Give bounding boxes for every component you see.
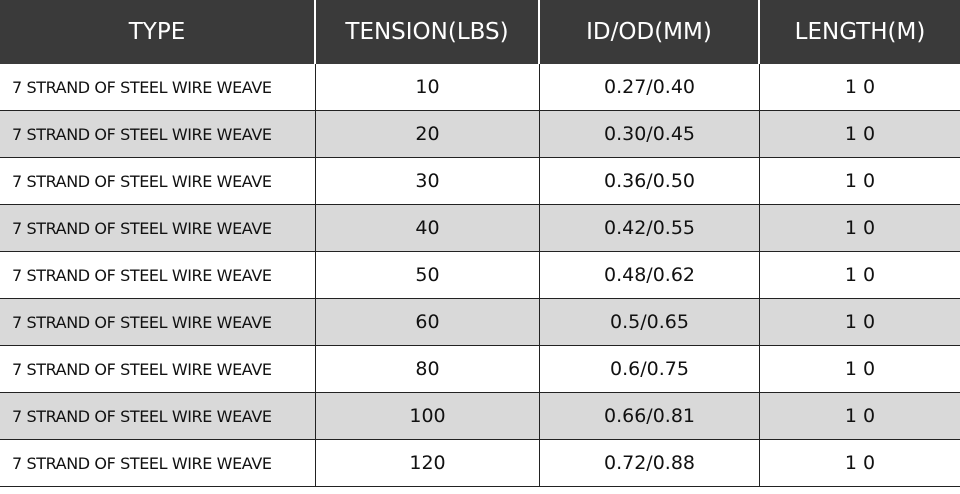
table-cell: 1 0	[760, 158, 960, 205]
table-cell: 0.72/0.88	[540, 440, 760, 487]
table-cell: 7 STRAND OF STEEL WIRE WEAVE	[0, 111, 316, 158]
table-cell: 20	[316, 111, 540, 158]
table-cell: 0.48/0.62	[540, 252, 760, 299]
table-cell: 1 0	[760, 252, 960, 299]
table-cell: 0.30/0.45	[540, 111, 760, 158]
table-cell: 7 STRAND OF STEEL WIRE WEAVE	[0, 64, 316, 111]
table-cell: 7 STRAND OF STEEL WIRE WEAVE	[0, 299, 316, 346]
table-cell: 80	[316, 346, 540, 393]
table-cell: 1 0	[760, 299, 960, 346]
table-cell: 7 STRAND OF STEEL WIRE WEAVE	[0, 252, 316, 299]
table-cell: 1 0	[760, 440, 960, 487]
table-cell: 0.66/0.81	[540, 393, 760, 440]
header-cell: ID/OD(MM)	[540, 0, 760, 64]
table-cell: 60	[316, 299, 540, 346]
table-cell: 1 0	[760, 64, 960, 111]
header-cell: TENSION(LBS)	[316, 0, 540, 64]
table-cell: 100	[316, 393, 540, 440]
table-cell: 0.42/0.55	[540, 205, 760, 252]
header-cell: LENGTH(M)	[760, 0, 960, 64]
table-cell: 7 STRAND OF STEEL WIRE WEAVE	[0, 440, 316, 487]
table-cell: 120	[316, 440, 540, 487]
table-cell: 1 0	[760, 205, 960, 252]
table-cell: 0.5/0.65	[540, 299, 760, 346]
table-cell: 7 STRAND OF STEEL WIRE WEAVE	[0, 158, 316, 205]
table-cell: 10	[316, 64, 540, 111]
table-cell: 0.36/0.50	[540, 158, 760, 205]
table-cell: 7 STRAND OF STEEL WIRE WEAVE	[0, 346, 316, 393]
table-cell: 1 0	[760, 111, 960, 158]
table-cell: 7 STRAND OF STEEL WIRE WEAVE	[0, 205, 316, 252]
table-cell: 30	[316, 158, 540, 205]
table-cell: 40	[316, 205, 540, 252]
table-cell: 0.6/0.75	[540, 346, 760, 393]
table-cell: 1 0	[760, 393, 960, 440]
header-cell: TYPE	[0, 0, 316, 64]
table-cell: 1 0	[760, 346, 960, 393]
table-cell: 0.27/0.40	[540, 64, 760, 111]
table-cell: 7 STRAND OF STEEL WIRE WEAVE	[0, 393, 316, 440]
table-cell: 50	[316, 252, 540, 299]
